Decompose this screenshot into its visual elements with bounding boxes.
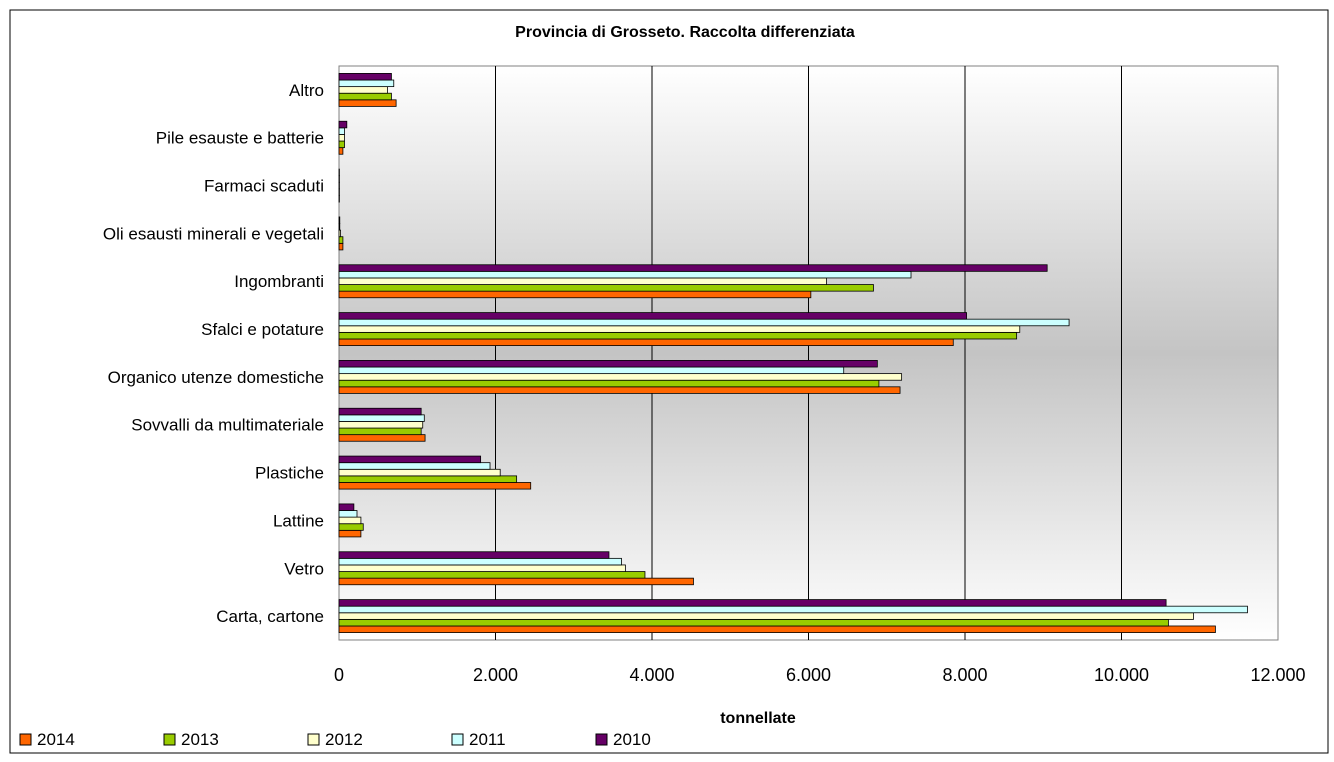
x-tick-label: 12.000	[1250, 665, 1305, 685]
bar	[339, 408, 421, 415]
bar	[339, 285, 873, 292]
bar	[339, 524, 363, 531]
category-label: Ingombranti	[234, 272, 324, 291]
bar	[339, 148, 343, 155]
bar	[339, 87, 388, 94]
legend-label: 2013	[181, 730, 219, 749]
bar	[339, 421, 423, 428]
bar	[339, 517, 361, 524]
bar	[339, 224, 340, 231]
bar	[339, 367, 844, 374]
bar	[339, 380, 879, 387]
bar	[339, 230, 341, 237]
legend-swatch	[452, 734, 463, 745]
bar	[339, 565, 625, 572]
legend-swatch	[164, 734, 175, 745]
category-label: Altro	[289, 81, 324, 100]
x-tick-label: 8.000	[942, 665, 987, 685]
legend-swatch	[20, 734, 31, 745]
bar	[339, 504, 354, 511]
bar	[339, 613, 1193, 620]
bar	[339, 100, 396, 107]
bar	[339, 134, 344, 141]
bar	[339, 456, 481, 463]
x-tick-label: 0	[334, 665, 344, 685]
bar	[339, 552, 609, 559]
bar	[339, 73, 391, 80]
category-label: Farmaci scaduti	[204, 177, 324, 196]
legend-label: 2010	[613, 730, 651, 749]
bar	[339, 217, 340, 224]
bar	[339, 606, 1247, 613]
x-tick-label: 6.000	[786, 665, 831, 685]
bar	[339, 463, 490, 470]
legend-swatch	[596, 734, 607, 745]
bar	[339, 339, 953, 346]
bar	[339, 415, 424, 422]
bar	[339, 387, 900, 394]
bar	[339, 291, 811, 298]
bar	[339, 332, 1017, 339]
bar	[339, 482, 531, 489]
bar	[339, 626, 1215, 633]
x-tick-label: 2.000	[473, 665, 518, 685]
bar	[339, 600, 1166, 607]
category-label: Pile esauste e batterie	[156, 129, 324, 148]
bar	[339, 271, 911, 278]
bar	[339, 265, 1047, 272]
x-axis-label: tonnellate	[720, 710, 796, 727]
bar	[339, 572, 645, 579]
bar	[339, 243, 343, 250]
bar	[339, 128, 344, 135]
bar	[339, 511, 357, 518]
category-label: Sfalci e potature	[201, 320, 324, 339]
x-tick-label: 4.000	[629, 665, 674, 685]
bar	[339, 374, 902, 381]
category-label: Sovvalli da multimateriale	[131, 416, 324, 435]
chart-title: Provincia di Grosseto. Raccolta differen…	[515, 24, 855, 41]
bar	[339, 360, 877, 367]
bar	[339, 278, 827, 285]
bar	[339, 435, 425, 442]
category-label: Oli esausti minerali e vegetali	[103, 224, 324, 243]
category-label: Vetro	[284, 559, 324, 578]
bar	[339, 313, 967, 320]
category-label: Plastiche	[255, 464, 324, 483]
bar	[339, 141, 344, 148]
bar	[339, 80, 394, 87]
legend-label: 2014	[37, 730, 75, 749]
bar	[339, 619, 1168, 626]
bar	[339, 93, 391, 100]
bar	[339, 326, 1020, 333]
legend-label: 2011	[469, 730, 506, 749]
x-tick-label: 10.000	[1094, 665, 1149, 685]
legend-swatch	[308, 734, 319, 745]
bar	[339, 428, 421, 435]
category-label: Lattine	[273, 511, 324, 530]
bar	[339, 469, 500, 476]
category-label: Carta, cartone	[216, 607, 324, 626]
bar	[339, 319, 1069, 326]
bar	[339, 530, 361, 537]
bar	[339, 121, 347, 128]
legend-label: 2012	[325, 730, 363, 749]
bar	[339, 558, 621, 565]
category-label: Organico utenze domestiche	[108, 368, 324, 387]
bar	[339, 578, 693, 585]
bar	[339, 237, 343, 244]
bar	[339, 476, 517, 483]
